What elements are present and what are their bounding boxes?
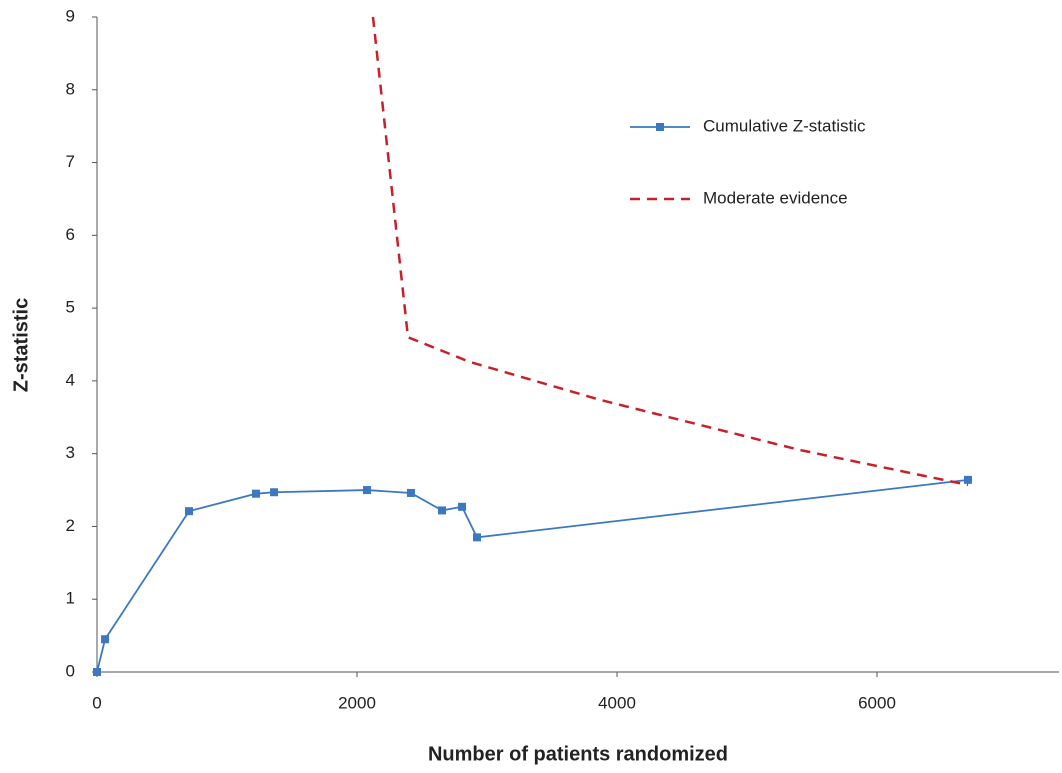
point-marker bbox=[93, 668, 101, 676]
y-tick-label: 1 bbox=[66, 589, 75, 608]
y-tick-label: 7 bbox=[66, 152, 75, 171]
y-tick-label: 8 bbox=[66, 79, 75, 98]
x-tick-label: 0 bbox=[92, 693, 101, 712]
legend-label: Cumulative Z-statistic bbox=[703, 116, 866, 135]
point-marker bbox=[185, 507, 194, 516]
x-tick-label: 2000 bbox=[338, 693, 376, 712]
y-tick-label: 9 bbox=[66, 6, 75, 25]
legend-label: Moderate evidence bbox=[703, 188, 848, 207]
y-tick-label: 3 bbox=[66, 443, 75, 462]
x-axis-title: Number of patients randomized bbox=[428, 743, 728, 765]
point-marker bbox=[270, 488, 279, 497]
point-marker bbox=[251, 489, 260, 498]
y-tick-label: 0 bbox=[66, 661, 75, 680]
y-tick-label: 2 bbox=[66, 516, 75, 535]
y-axis-title: Z-statistic bbox=[10, 298, 32, 392]
x-tick-label: 6000 bbox=[858, 693, 896, 712]
point-marker bbox=[406, 488, 415, 497]
y-tick-label: 5 bbox=[66, 298, 75, 317]
point-marker bbox=[438, 506, 447, 515]
y-tick-label: 4 bbox=[66, 370, 75, 389]
x-tick-label: 4000 bbox=[598, 693, 636, 712]
series-line bbox=[371, 16, 969, 487]
point-marker bbox=[101, 635, 110, 644]
y-tick-label: 6 bbox=[66, 225, 75, 244]
legend-marker bbox=[656, 123, 664, 131]
point-marker bbox=[964, 475, 972, 484]
point-marker bbox=[363, 486, 372, 495]
point-marker bbox=[472, 533, 481, 542]
point-marker bbox=[458, 502, 467, 511]
series-line bbox=[96, 478, 969, 673]
